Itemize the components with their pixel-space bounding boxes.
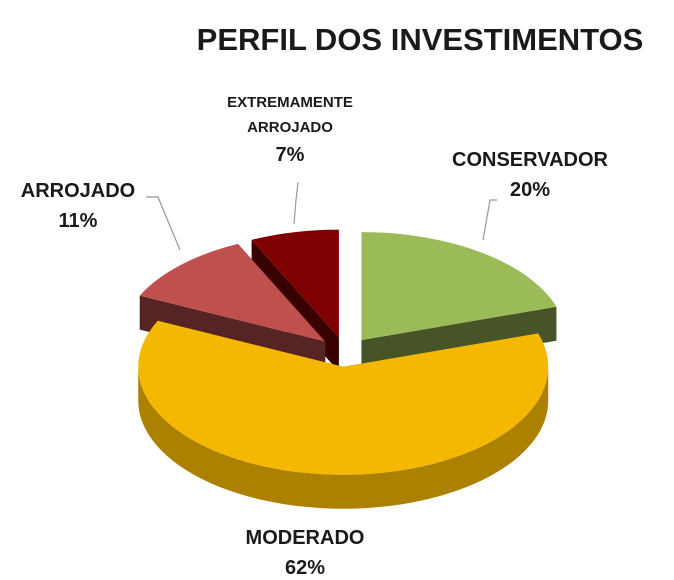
slice	[138, 320, 549, 475]
data-label: ARROJADO 11%	[21, 176, 135, 236]
data-label: MODERADO 62%	[246, 523, 365, 580]
data-label: EXTREMAMENTE ARROJADO 7%	[215, 90, 365, 170]
data-label: CONSERVADOR 20%	[452, 145, 608, 205]
leader-line	[482, 199, 497, 241]
slice	[251, 229, 339, 338]
value-label: 20%	[509, 179, 551, 201]
value-label: 62%	[284, 557, 326, 579]
category-label: ARROJADO	[20, 180, 136, 202]
value-label: 7%	[275, 144, 305, 166]
leader-line	[146, 196, 181, 251]
leader-line	[293, 181, 299, 225]
leader-lines	[146, 181, 497, 251]
slice	[361, 232, 557, 341]
slice	[139, 243, 326, 342]
slice-side	[138, 366, 549, 509]
category-label: CONSERVADOR	[452, 149, 608, 171]
chart-title: PERFIL DOS INVESTIMENTOS	[196, 22, 644, 57]
slice	[138, 320, 549, 509]
category-label: EXTREMAMENTE ARROJADO	[227, 94, 353, 136]
category-label: MODERADO	[245, 527, 365, 549]
value-label: 11%	[58, 210, 98, 232]
